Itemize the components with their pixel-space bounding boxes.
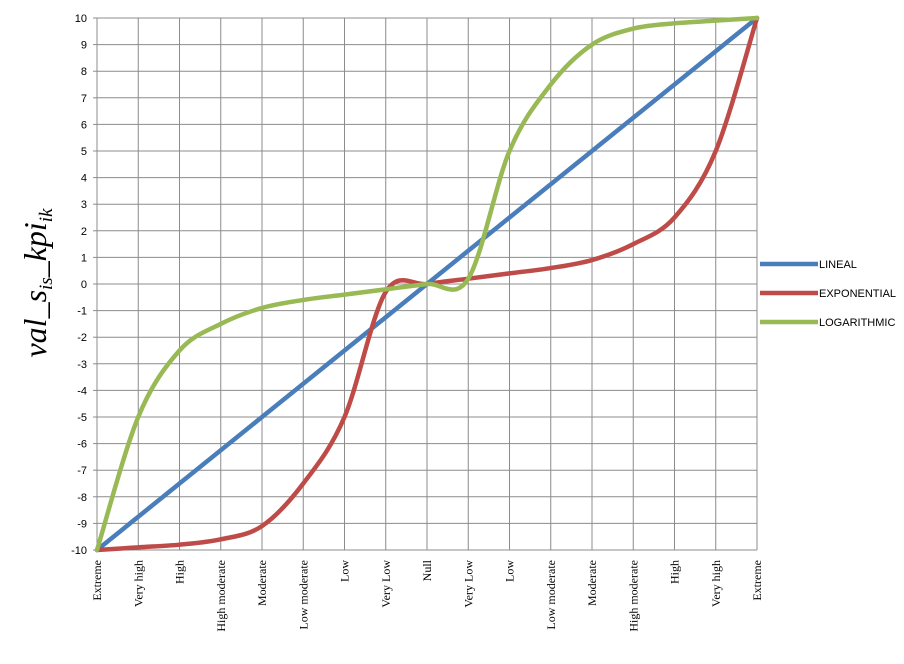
x-tick-label: Very Low	[461, 560, 475, 608]
y-tick-label: 10	[75, 13, 87, 25]
y-tick-label: -2	[77, 332, 87, 344]
x-tick-label: Very high	[131, 560, 145, 607]
x-tick-label: Null	[420, 559, 434, 581]
y-tick-label: -5	[77, 412, 87, 424]
series-line-logarithmic	[94, 15, 760, 553]
x-tick-label: High	[668, 560, 682, 584]
y-tick-label: -4	[77, 385, 87, 397]
y-tick-label: -3	[77, 359, 87, 371]
x-tick-label: Moderate	[585, 560, 599, 606]
y-tick-label: -6	[77, 439, 87, 451]
y-tick-label: 1	[81, 252, 87, 264]
y-axis-label: val_sis_kpiik	[17, 208, 57, 358]
y-tick-label: 7	[81, 93, 87, 105]
y-tick-label: -8	[77, 492, 87, 504]
x-tick-label: Low moderate	[296, 560, 310, 630]
x-tick-label: Extreme	[90, 560, 104, 601]
x-tick-label: Low	[338, 560, 352, 582]
x-tick-label: Moderate	[255, 560, 269, 606]
y-tick-label: -9	[77, 518, 87, 530]
y-tick-label: -10	[71, 545, 87, 557]
y-tick-label: 4	[81, 173, 87, 185]
y-label-text: _kpi	[17, 222, 53, 278]
legend: LINEAL EXPONENTIAL LOGARITHMIC	[760, 259, 896, 329]
legend-label-logarithmic: LOGARITHMIC	[819, 317, 895, 329]
x-tick-label: Very Low	[379, 560, 393, 608]
y-tick-label: 2	[81, 226, 87, 238]
y-tick-label: 0	[81, 279, 87, 291]
y-tick-label: -1	[77, 306, 87, 318]
x-tick-label: Low moderate	[544, 560, 558, 630]
y-tick-label: 3	[81, 199, 87, 211]
x-tick-label: Very high	[709, 560, 723, 607]
y-tick-label: 9	[81, 40, 87, 52]
x-tick-label: Extreme	[750, 560, 764, 601]
x-tick-label: Low	[503, 560, 517, 582]
y-label-subscript: is	[36, 277, 57, 290]
x-tick-label: High	[173, 560, 187, 584]
x-tick-label: High moderate	[214, 560, 228, 632]
y-label-text: val_s	[17, 290, 53, 358]
y-label-subscript: ik	[36, 208, 57, 222]
legend-label-exponential: EXPONENTIAL	[819, 288, 896, 300]
y-tick-label: 5	[81, 146, 87, 158]
y-tick-label: -7	[77, 465, 87, 477]
x-tick-label: High moderate	[626, 560, 640, 632]
y-tick-label: 6	[81, 119, 87, 131]
y-tick-label: 8	[81, 66, 87, 78]
series-lines	[94, 15, 760, 553]
grid	[93, 17, 758, 551]
x-axis-ticks: Extreme Very high High High moderate Moderat…	[90, 559, 764, 631]
legend-label-lineal: LINEAL	[819, 259, 857, 271]
